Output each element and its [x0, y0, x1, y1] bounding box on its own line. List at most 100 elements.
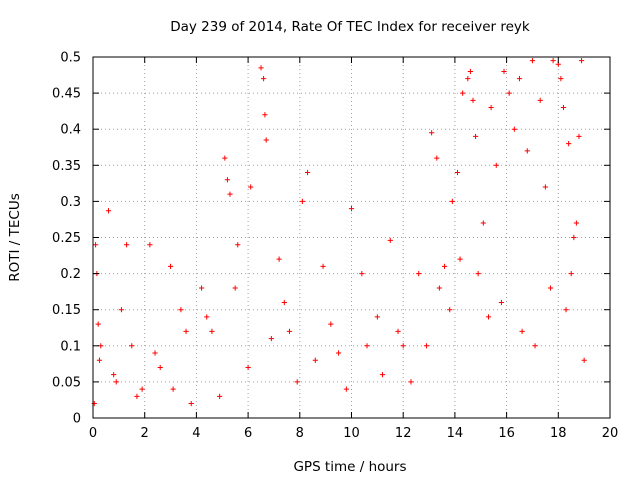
- data-point: [542, 184, 548, 190]
- data-point: [286, 328, 293, 334]
- data-point: [98, 343, 104, 349]
- data-point: [436, 285, 442, 291]
- data-point: [170, 386, 176, 392]
- data-point: [335, 350, 342, 356]
- data-point: [511, 126, 517, 132]
- x-tick-label: 14: [447, 426, 464, 441]
- axis-ticks: 0 2 4 6 8 10 12 14 16 18 20 0 0.05 0.1 0.15 0.2 0.25 0.3 0…: [52, 51, 618, 442]
- data-point: [359, 271, 365, 277]
- data-point: [449, 198, 455, 204]
- y-tick-label: 0: [73, 412, 81, 427]
- data-point: [532, 343, 538, 349]
- data-point: [560, 104, 567, 111]
- y-tick-label: 0.05: [52, 375, 81, 390]
- data-points: [91, 58, 587, 407]
- data-point: [498, 299, 505, 306]
- data-point: [470, 97, 476, 103]
- data-point: [95, 321, 101, 327]
- data-point: [152, 350, 158, 356]
- data-point: [147, 242, 153, 248]
- data-point: [441, 263, 448, 269]
- data-point: [139, 386, 145, 392]
- data-point: [209, 328, 215, 334]
- data-point: [581, 357, 587, 363]
- data-point: [232, 285, 238, 291]
- data-point: [475, 271, 481, 277]
- y-tick-label: 0.2: [60, 267, 81, 282]
- data-point: [472, 133, 479, 140]
- data-point: [129, 343, 135, 349]
- data-point: [374, 314, 380, 320]
- data-point: [467, 68, 474, 75]
- data-point: [524, 148, 530, 154]
- data-point: [416, 271, 422, 277]
- data-point: [423, 343, 430, 349]
- data-point: [537, 97, 543, 103]
- data-point: [501, 68, 507, 75]
- data-point: [178, 307, 184, 313]
- data-point: [568, 271, 574, 277]
- data-point: [408, 379, 414, 385]
- data-point: [268, 335, 274, 342]
- data-point: [447, 307, 453, 313]
- data-point: [91, 400, 97, 407]
- y-tick-label: 0.5: [60, 51, 81, 66]
- data-point: [312, 357, 318, 363]
- x-tick-label: 4: [192, 426, 200, 441]
- data-point: [183, 328, 189, 334]
- data-point: [519, 328, 525, 334]
- data-point: [222, 155, 228, 161]
- data-point: [488, 104, 494, 111]
- data-point: [92, 242, 99, 248]
- data-point: [124, 242, 130, 248]
- data-point: [134, 393, 140, 399]
- data-point: [457, 256, 463, 262]
- y-tick-label: 0.15: [52, 303, 81, 318]
- data-point: [465, 76, 471, 82]
- data-point: [188, 400, 194, 407]
- data-point: [460, 90, 466, 96]
- x-tick-label: 8: [296, 426, 304, 441]
- data-point: [167, 263, 174, 269]
- data-point: [262, 112, 268, 118]
- data-point: [558, 76, 564, 82]
- data-point: [204, 314, 210, 320]
- x-tick-label: 0: [89, 426, 97, 441]
- y-tick-label: 0.45: [52, 87, 81, 102]
- x-tick-label: 18: [550, 426, 567, 441]
- y-tick-label: 0.4: [60, 123, 81, 138]
- data-point: [429, 130, 435, 136]
- data-point: [364, 343, 370, 349]
- data-point: [235, 242, 241, 248]
- data-point: [198, 285, 205, 291]
- data-point: [304, 169, 311, 176]
- data-point: [276, 256, 282, 262]
- x-tick-label: 12: [395, 426, 412, 441]
- data-point: [480, 220, 486, 226]
- data-point: [566, 141, 572, 147]
- data-point: [258, 65, 264, 71]
- data-point: [227, 191, 233, 197]
- data-point: [263, 137, 269, 143]
- data-point: [113, 379, 119, 385]
- data-point: [217, 393, 223, 399]
- data-point: [294, 379, 300, 385]
- data-point: [111, 372, 117, 378]
- data-point: [506, 90, 512, 96]
- data-point: [348, 206, 355, 212]
- data-point: [493, 162, 499, 168]
- data-point: [245, 364, 251, 371]
- data-point: [529, 58, 536, 64]
- data-point: [261, 76, 267, 82]
- y-tick-label: 0.25: [52, 231, 81, 246]
- y-tick-label: 0.3: [60, 195, 81, 210]
- x-axis-label: GPS time / hours: [293, 459, 406, 475]
- data-point: [573, 220, 579, 226]
- data-point: [343, 386, 349, 392]
- x-tick-label: 16: [498, 426, 515, 441]
- x-tick-label: 2: [141, 426, 149, 441]
- data-point: [434, 155, 440, 161]
- data-point: [578, 58, 585, 64]
- data-point: [281, 299, 287, 306]
